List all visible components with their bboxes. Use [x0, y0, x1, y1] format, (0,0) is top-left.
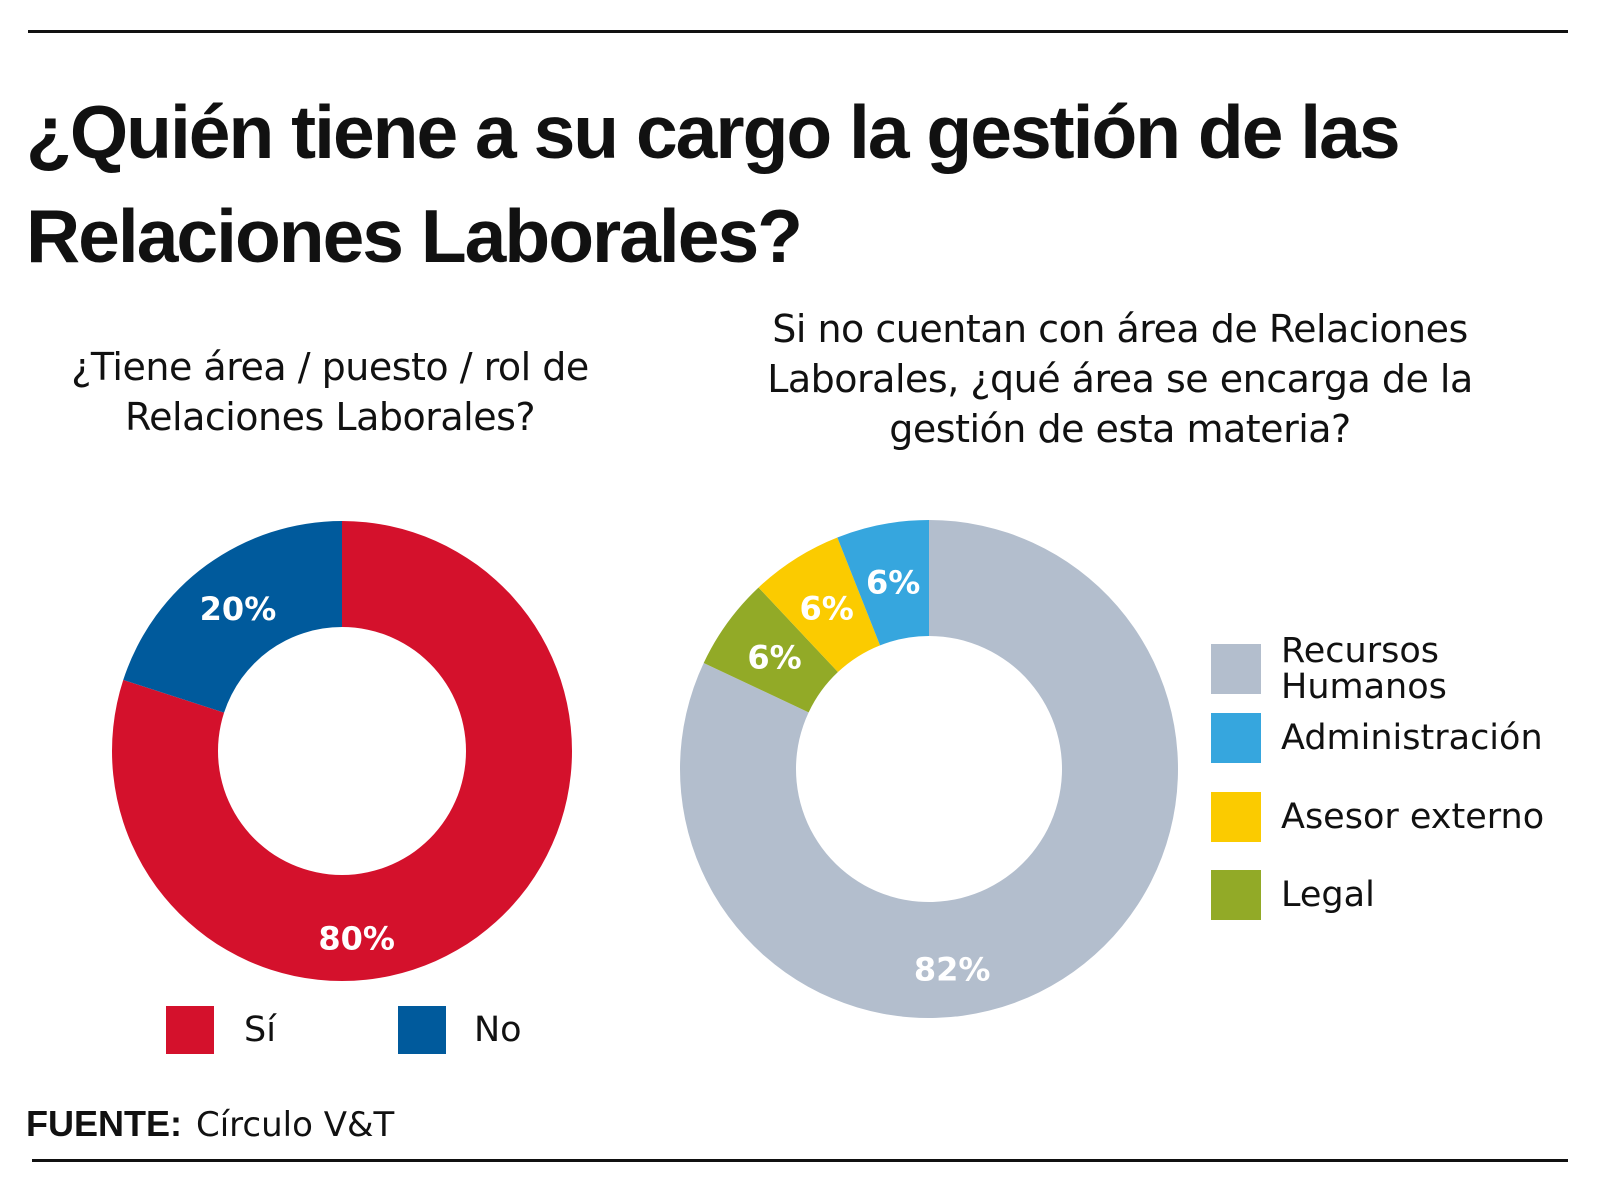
donut-slice-legal — [703, 587, 838, 713]
donut-slice-no — [123, 521, 342, 713]
legend-swatch-no — [398, 1006, 446, 1054]
left-chart-title: ¿Tiene área / puesto / rol de Relaciones… — [71, 345, 589, 439]
donut-slice-si — [111, 521, 572, 981]
legend-item-administracion: Administración — [1211, 713, 1543, 763]
legend-item-recursos-humanos: Recursos Humanos — [1211, 633, 1481, 705]
legend-swatch-administracion — [1211, 713, 1261, 763]
legend-swatch-recursos-humanos — [1211, 644, 1261, 694]
legend-swatch-si — [166, 1006, 214, 1054]
legend-item-si: Sí — [166, 1006, 276, 1054]
legend-label-legal: Legal — [1281, 875, 1375, 915]
donut-slice-asesor-externo — [758, 537, 881, 673]
legend-label-si: Sí — [244, 1010, 276, 1050]
legend-item-no: No — [398, 1006, 522, 1054]
legend-label-asesor-externo: Asesor externo — [1281, 797, 1545, 837]
source-value: Círculo V&T — [196, 1105, 395, 1145]
data-label-legal: 6% — [747, 639, 801, 677]
data-label-administracion: 6% — [866, 563, 920, 601]
data-label-si: 80% — [318, 919, 395, 957]
legend-swatch-asesor-externo — [1211, 792, 1261, 842]
data-label-no: 20% — [200, 590, 277, 628]
bottom-rule — [32, 1159, 1568, 1162]
legend-label-no: No — [474, 1010, 522, 1050]
top-rule — [28, 30, 1568, 33]
page-title: ¿Quién tiene a su cargo la gestión de la… — [26, 90, 1401, 278]
source-label: FUENTE: — [26, 1103, 182, 1144]
legend-item-asesor-externo: Asesor externo — [1211, 792, 1544, 842]
data-label-asesor-externo: 6% — [799, 590, 853, 628]
legend-label-recursos-humanos: Recursos Humanos — [1281, 631, 1447, 707]
legend-label-administracion: Administración — [1281, 718, 1543, 758]
donut-slice-recursos-humanos — [680, 520, 1178, 1019]
right-chart-title: Si no cuentan con área de Relaciones Lab… — [767, 307, 1473, 451]
legend-item-legal: Legal — [1211, 870, 1375, 920]
donut-slice-administracion — [837, 520, 929, 646]
data-label-recursos-humanos: 82% — [914, 951, 991, 989]
source-note: FUENTE: Círculo V&T — [26, 1103, 394, 1145]
legend-swatch-legal — [1211, 870, 1261, 920]
